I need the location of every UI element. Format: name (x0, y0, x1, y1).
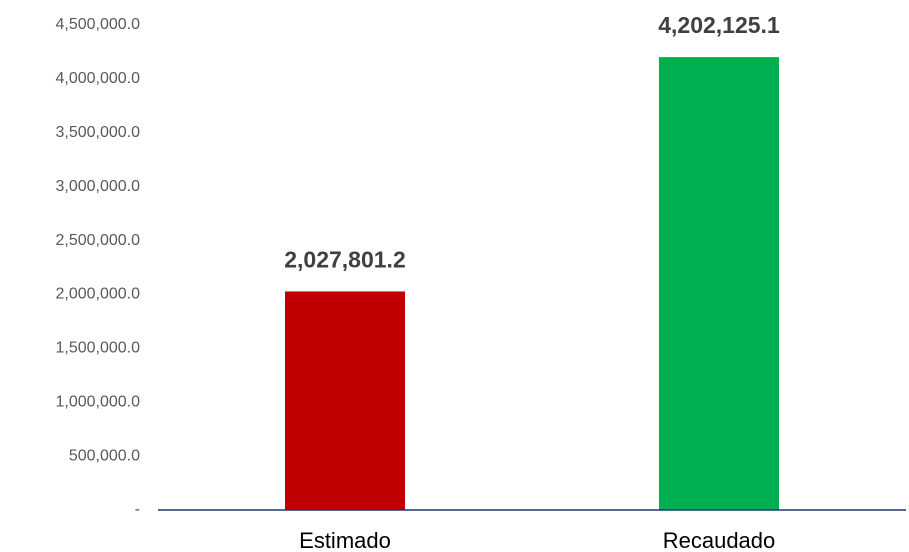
x-tick-label: Estimado (299, 528, 391, 552)
y-tick-label: - (135, 501, 140, 518)
y-tick-label: 4,000,000.0 (55, 70, 140, 87)
value-label: 4,202,125.1 (658, 12, 780, 38)
bar (285, 291, 405, 510)
bar (659, 57, 779, 510)
y-tick-label: 4,500,000.0 (55, 16, 140, 33)
y-tick-label: 2,500,000.0 (55, 232, 140, 249)
x-tick-label: Recaudado (663, 528, 776, 552)
y-tick-label: 3,000,000.0 (55, 178, 140, 195)
y-tick-label: 500,000.0 (69, 447, 140, 464)
y-tick-label: 2,000,000.0 (55, 286, 140, 303)
value-label: 2,027,801.2 (284, 247, 406, 273)
y-tick-label: 1,000,000.0 (55, 393, 140, 410)
y-tick-label: 3,500,000.0 (55, 124, 140, 141)
y-tick-label: 1,500,000.0 (55, 340, 140, 357)
